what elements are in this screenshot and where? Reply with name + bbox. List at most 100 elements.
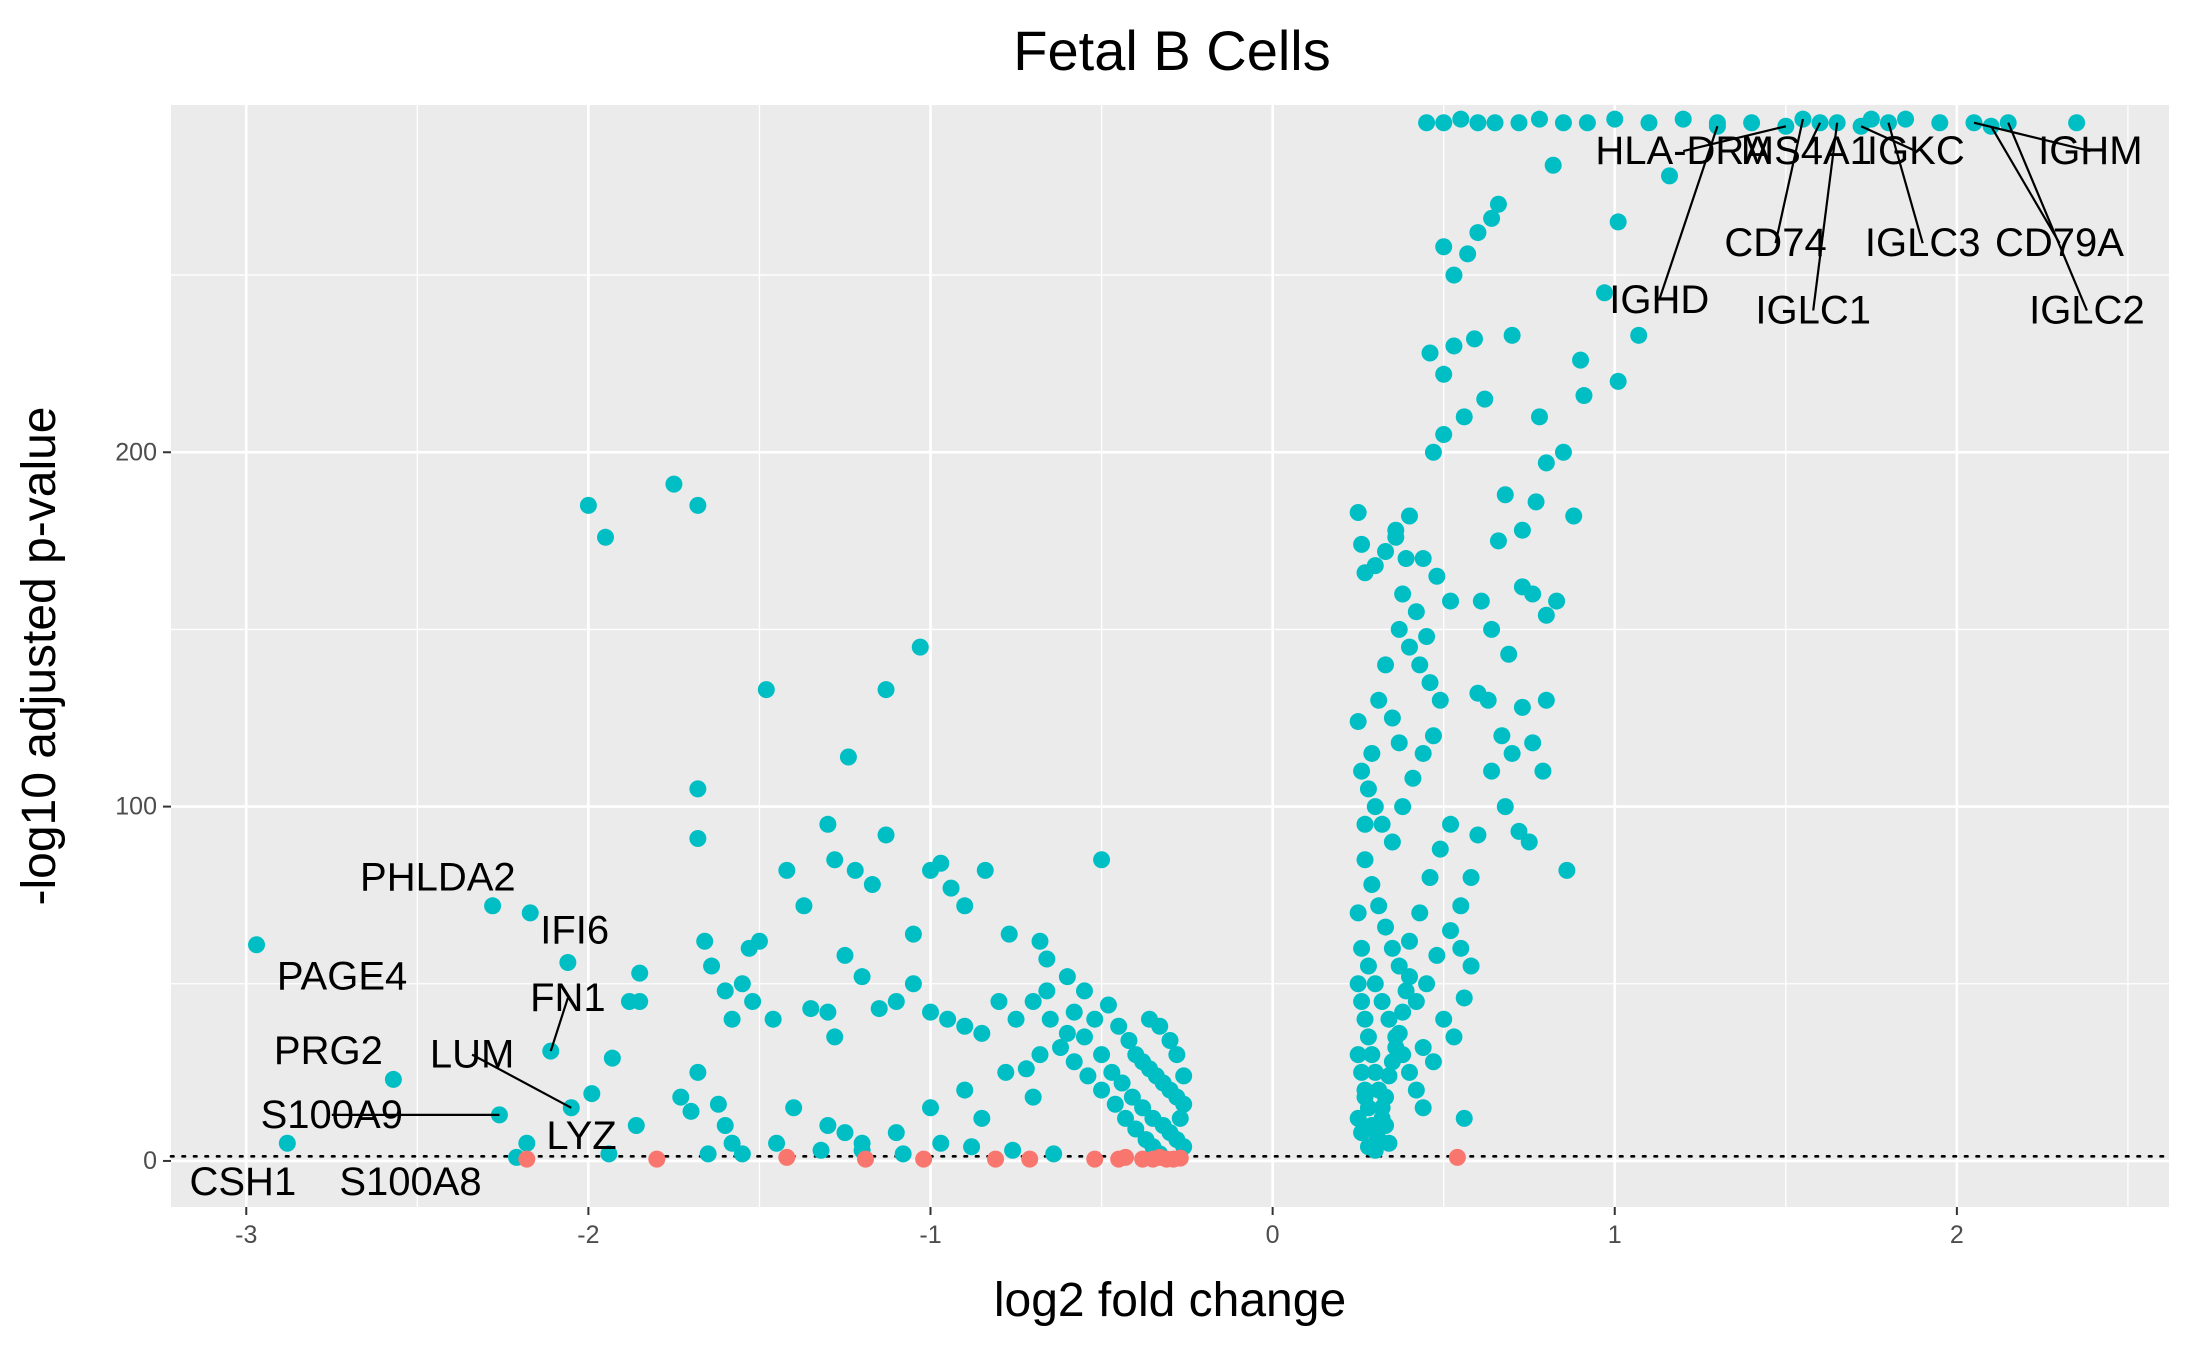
data-point bbox=[1017, 1060, 1035, 1078]
data-point bbox=[1353, 762, 1371, 780]
y-tick-label: 200 bbox=[115, 438, 157, 466]
data-point bbox=[1127, 1120, 1145, 1138]
data-point bbox=[1524, 585, 1542, 603]
gene-label: IGLC1 bbox=[1755, 289, 1871, 333]
data-point bbox=[1058, 1024, 1076, 1042]
data-point bbox=[1421, 868, 1439, 886]
data-point bbox=[716, 982, 734, 1000]
data-point bbox=[1503, 744, 1521, 762]
data-point bbox=[583, 1085, 601, 1103]
data-point bbox=[1024, 992, 1042, 1010]
data-point bbox=[1489, 532, 1507, 550]
data-point bbox=[1349, 1109, 1367, 1127]
data-point bbox=[1349, 1046, 1367, 1064]
data-point bbox=[1380, 1010, 1398, 1028]
data-point bbox=[1595, 284, 1613, 302]
annotation-leader-line bbox=[1682, 125, 1787, 153]
data-point bbox=[1537, 454, 1555, 472]
data-point bbox=[877, 826, 895, 844]
data-point bbox=[1363, 876, 1381, 894]
data-point bbox=[1397, 550, 1415, 568]
data-point bbox=[1117, 1109, 1135, 1127]
gene-label: IGHD bbox=[1609, 278, 1709, 322]
data-point bbox=[1353, 939, 1371, 957]
data-point bbox=[521, 904, 539, 922]
data-point bbox=[1493, 727, 1511, 745]
data-point bbox=[1394, 585, 1412, 603]
data-point bbox=[932, 854, 950, 872]
data-point bbox=[1366, 798, 1384, 816]
x-axis-title: log2 fold change bbox=[994, 1274, 1346, 1327]
data-point bbox=[1079, 1067, 1097, 1085]
data-point bbox=[1366, 1141, 1384, 1159]
data-point bbox=[1565, 507, 1583, 525]
data-point bbox=[1349, 503, 1367, 521]
data-point bbox=[709, 1095, 727, 1113]
data-point bbox=[1435, 114, 1453, 132]
data-point bbox=[1431, 691, 1449, 709]
data-point bbox=[248, 936, 266, 954]
data-point bbox=[1140, 1010, 1158, 1028]
data-point bbox=[1503, 326, 1521, 344]
data-point bbox=[1459, 245, 1477, 263]
data-point bbox=[1462, 868, 1480, 886]
data-point bbox=[1373, 1109, 1391, 1127]
data-point bbox=[733, 975, 751, 993]
data-point bbox=[1534, 762, 1552, 780]
data-point bbox=[1353, 1124, 1371, 1142]
data-point bbox=[870, 1000, 888, 1018]
data-point bbox=[1353, 992, 1371, 1010]
data-point bbox=[1513, 521, 1531, 539]
data-point bbox=[1418, 114, 1436, 132]
data-point bbox=[1455, 989, 1473, 1007]
data-point bbox=[1469, 114, 1487, 132]
data-point bbox=[1065, 1003, 1083, 1021]
data-point bbox=[716, 1117, 734, 1135]
data-point bbox=[857, 1150, 875, 1168]
data-point bbox=[1462, 957, 1480, 975]
data-point bbox=[1513, 698, 1531, 716]
data-point bbox=[384, 1070, 402, 1088]
data-point bbox=[1496, 798, 1514, 816]
data-point bbox=[1435, 238, 1453, 256]
data-point bbox=[1353, 1063, 1371, 1081]
data-point bbox=[1134, 1099, 1152, 1117]
data-point bbox=[1041, 1010, 1059, 1028]
data-point bbox=[1052, 1039, 1070, 1057]
data-point bbox=[1483, 620, 1501, 638]
data-point bbox=[1007, 1010, 1025, 1028]
data-point bbox=[1483, 762, 1501, 780]
data-point bbox=[699, 1145, 717, 1163]
data-point bbox=[1455, 1109, 1473, 1127]
data-point bbox=[1000, 925, 1018, 943]
data-point bbox=[956, 897, 974, 915]
data-point bbox=[1086, 1010, 1104, 1028]
data-point bbox=[863, 876, 881, 894]
data-point bbox=[1117, 1148, 1135, 1166]
data-point bbox=[484, 897, 502, 915]
data-point bbox=[1387, 521, 1405, 539]
data-point bbox=[1370, 897, 1388, 915]
data-point bbox=[1421, 674, 1439, 692]
data-point bbox=[1004, 1141, 1022, 1159]
data-point bbox=[819, 1117, 837, 1135]
data-point bbox=[1428, 946, 1446, 964]
x-tick-label: -3 bbox=[235, 1221, 257, 1249]
data-point bbox=[1428, 567, 1446, 585]
data-point bbox=[1424, 1053, 1442, 1071]
gene-label: PHLDA2 bbox=[360, 855, 516, 899]
data-point bbox=[1373, 815, 1391, 833]
data-point bbox=[1366, 557, 1384, 575]
data-point bbox=[932, 1134, 950, 1152]
data-point bbox=[1390, 734, 1408, 752]
data-point bbox=[672, 1088, 690, 1106]
data-point bbox=[1630, 326, 1648, 344]
data-point bbox=[963, 1138, 981, 1156]
data-point bbox=[1609, 213, 1627, 231]
annotation-leader-line bbox=[1973, 121, 2091, 153]
data-point bbox=[1476, 390, 1494, 408]
data-point bbox=[1021, 1150, 1039, 1168]
data-point bbox=[1065, 1053, 1083, 1071]
y-axis-title: -log10 adjusted p-value bbox=[13, 406, 66, 905]
